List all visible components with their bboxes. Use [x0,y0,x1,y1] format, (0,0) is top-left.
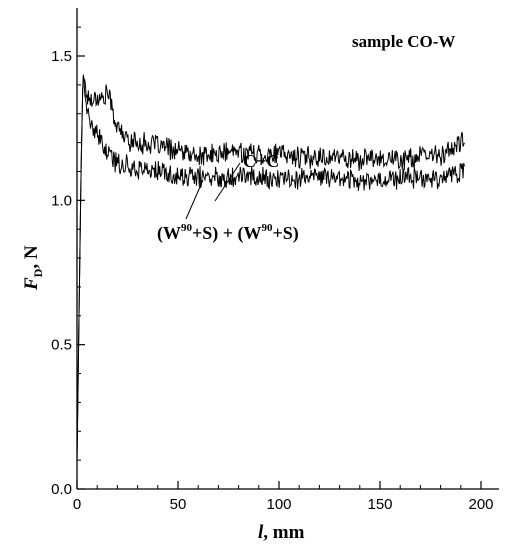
x-axis-label: l, mm [258,522,305,543]
chart-title: sample CO-W [352,32,455,51]
x-tick-label: 0 [73,496,81,513]
y-axis-label: FD, N [21,245,45,291]
series-line-cc [76,75,465,461]
annotation-cc: C+C [243,151,279,171]
annotation-w90-sup-2: 90 [262,222,274,234]
x-tick-label: 200 [468,496,493,513]
y-axis-label-unit: , N [21,245,42,269]
annotation-w90-mid: +S) + (W [192,223,262,244]
series-group [76,74,465,461]
annotation-w90-sup-1: 90 [181,222,193,234]
x-axis-label-unit: , mm [263,522,304,543]
annotation-w90-open: (W [157,223,181,244]
series-line-w90 [76,74,465,461]
y-tick-label: 1.5 [51,48,72,65]
annotation-w90: (W90+S) + (W90+S) [157,222,299,244]
y-tick-label: 0.5 [51,337,72,354]
y-tick-label: 1.0 [51,192,72,209]
tick-labels: 0 50 100 150 200 0.0 0.5 1.0 1.5 [51,48,493,513]
x-axis-label-var: l [258,522,264,543]
annotation-w90-close: +S) [273,223,299,244]
ticks [76,26,482,490]
y-axis-label-var: F [21,277,42,291]
annotation-w90-leader [185,179,204,220]
x-tick-label: 100 [266,496,291,513]
y-axis-label-sub: D [31,268,45,277]
annotation-cc-leader [214,162,241,202]
x-tick-label: 50 [170,496,187,513]
y-tick-label: 0.0 [51,481,72,498]
x-tick-label: 150 [367,496,392,513]
